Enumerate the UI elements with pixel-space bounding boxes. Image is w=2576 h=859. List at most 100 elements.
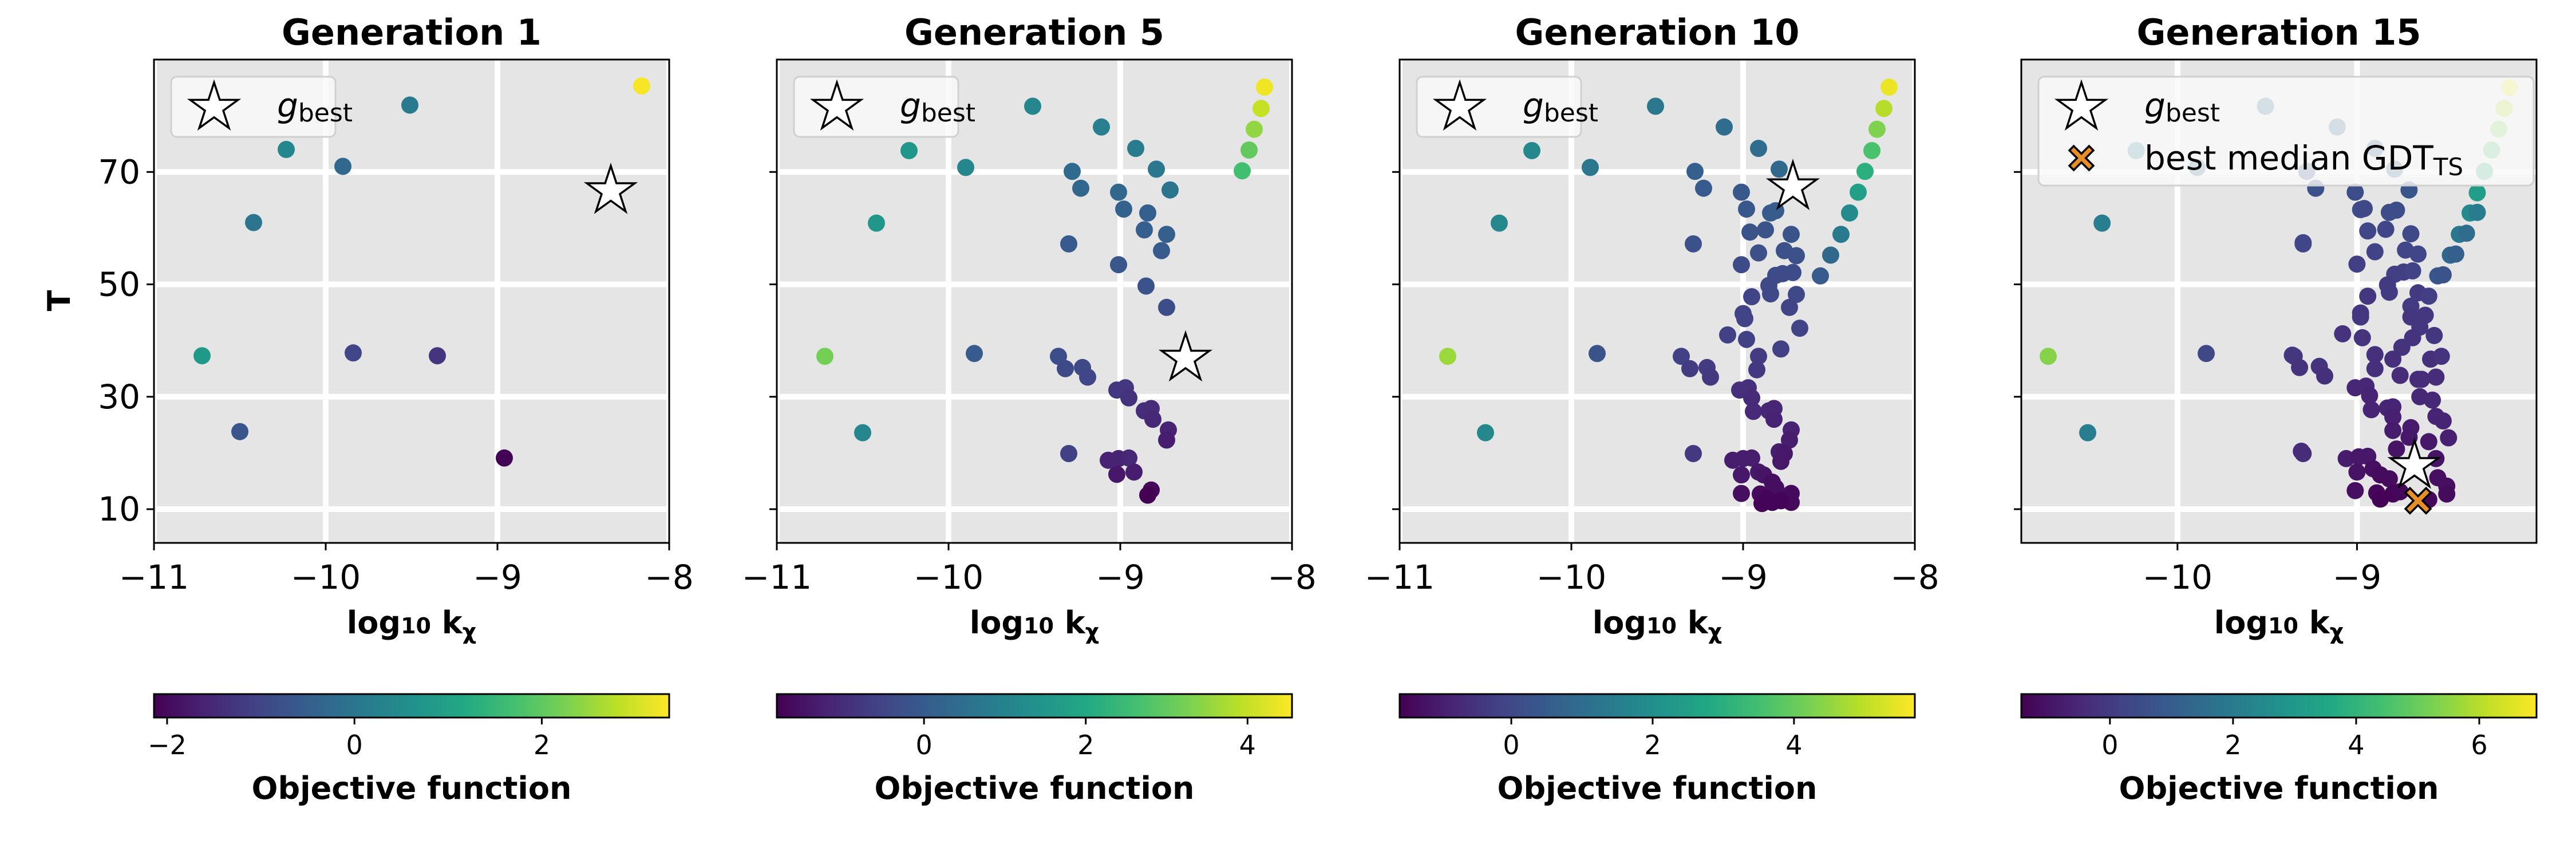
data-point bbox=[496, 449, 513, 467]
axes-frame bbox=[1398, 58, 1916, 544]
data-point bbox=[401, 96, 418, 114]
y-tick-label: 50 bbox=[98, 265, 140, 304]
colorbar-tick-label: 0 bbox=[1503, 730, 1519, 761]
data-point bbox=[2424, 391, 2441, 409]
data-point bbox=[1832, 226, 1850, 243]
data-point bbox=[1256, 78, 1273, 96]
data-point bbox=[2438, 485, 2456, 503]
axes-frame bbox=[776, 58, 1293, 544]
data-point bbox=[1771, 160, 1788, 178]
data-point bbox=[1738, 200, 1755, 218]
y-tick-label: 70 bbox=[98, 152, 140, 191]
data-point bbox=[1110, 256, 1127, 274]
panel-3: Generation 10 gbest −11 −10 −9 −8 log10 kχ 0 2 4 O… bbox=[1365, 11, 1939, 806]
data-point bbox=[1477, 424, 1494, 442]
data-point bbox=[1743, 288, 1760, 306]
colorbar: 0 2 4 Objective function bbox=[1398, 693, 1916, 806]
x-axis-label: log10 kχ bbox=[970, 605, 1099, 644]
data-point bbox=[1681, 360, 1698, 377]
x-tick-label: −10 bbox=[1536, 558, 1606, 597]
data-point bbox=[1136, 221, 1153, 239]
colorbar-tick-label: 6 bbox=[2471, 730, 2487, 761]
data-point bbox=[193, 347, 211, 365]
data-point bbox=[1108, 466, 1125, 483]
colorbar-tick-label: 2 bbox=[534, 730, 550, 761]
gbest-star-marker bbox=[1765, 159, 1820, 210]
data-point bbox=[1753, 495, 1771, 513]
data-point bbox=[2361, 387, 2379, 404]
data-point bbox=[1158, 226, 1175, 243]
data-point bbox=[1647, 97, 1664, 115]
x-tick-label: −10 bbox=[914, 558, 983, 597]
data-point bbox=[1772, 492, 1789, 510]
data-point bbox=[1772, 340, 1789, 358]
data-point bbox=[1110, 183, 1127, 201]
data-point bbox=[2393, 338, 2411, 356]
panel-1: Generation 1 gbest −11 −10 −9 −8 10 30 50 70 log10… bbox=[98, 11, 694, 806]
data-point bbox=[2384, 408, 2402, 426]
axes-frame bbox=[153, 58, 670, 544]
data-point bbox=[1812, 267, 1829, 285]
data-point bbox=[2391, 367, 2409, 384]
data-point bbox=[2402, 225, 2420, 243]
data-point bbox=[2366, 243, 2384, 261]
data-point bbox=[1736, 310, 1753, 328]
x-tick-label: −8 bbox=[645, 558, 694, 597]
colorbar-tick-label: −2 bbox=[148, 730, 187, 761]
data-point bbox=[1060, 235, 1077, 253]
colorbar: 0 2 4 Objective function bbox=[776, 693, 1293, 806]
gbest-star-marker bbox=[1158, 330, 1213, 382]
data-point bbox=[2409, 245, 2427, 263]
panel-title: Generation 5 bbox=[904, 11, 1164, 53]
data-point bbox=[1702, 368, 1719, 386]
data-point bbox=[2337, 450, 2355, 467]
legend-star-icon bbox=[2054, 79, 2109, 131]
data-point bbox=[1158, 431, 1175, 449]
data-point bbox=[2356, 200, 2373, 218]
data-point bbox=[2434, 266, 2452, 283]
data-point bbox=[1137, 277, 1155, 295]
legend-star-icon bbox=[809, 79, 864, 131]
data-point bbox=[1153, 242, 1170, 259]
x-tick-label: −11 bbox=[1365, 558, 1435, 597]
data-point bbox=[2198, 345, 2215, 362]
data-point bbox=[2388, 202, 2405, 219]
data-point bbox=[2359, 287, 2377, 305]
data-point bbox=[1783, 226, 1800, 243]
data-point bbox=[1161, 181, 1179, 199]
data-point bbox=[900, 142, 918, 159]
colorbar: −2 0 2 Objective function bbox=[148, 693, 670, 806]
legend-label-gdt: best median GDTTS bbox=[2144, 139, 2463, 181]
data-point bbox=[1781, 298, 1798, 316]
data-point bbox=[1439, 348, 1456, 365]
data-point bbox=[1716, 118, 1733, 136]
colorbar: 0 2 4 6 Objective function bbox=[2020, 693, 2538, 806]
data-point bbox=[1791, 320, 1808, 337]
data-point bbox=[1673, 348, 1690, 365]
data-point bbox=[1057, 360, 1074, 377]
colorbar-tick-label: 2 bbox=[1644, 730, 1661, 761]
data-point bbox=[1822, 246, 1839, 264]
data-point bbox=[1139, 204, 1156, 222]
x-tick-label: −9 bbox=[1718, 558, 1768, 597]
data-point bbox=[2362, 401, 2380, 419]
data-point bbox=[2388, 440, 2405, 458]
data-point bbox=[1868, 120, 1886, 138]
legend: gbest best median GDTTS bbox=[2037, 76, 2535, 187]
plot-area bbox=[1400, 60, 1915, 543]
data-point bbox=[1491, 214, 1508, 232]
gbest-star-marker bbox=[2387, 437, 2442, 489]
data-point bbox=[1246, 120, 1263, 138]
legend-label-gbest: gbest bbox=[2144, 86, 2220, 128]
colorbar-label: Objective function bbox=[1498, 770, 1818, 806]
data-point bbox=[1120, 389, 1137, 407]
legend-label-gbest: gbest bbox=[277, 86, 353, 128]
data-point bbox=[231, 423, 248, 440]
data-point bbox=[1750, 348, 1767, 365]
colorbar-tick-label: 0 bbox=[2101, 730, 2118, 761]
data-point bbox=[2391, 483, 2409, 501]
data-point bbox=[1064, 163, 1081, 180]
data-point bbox=[1079, 368, 1096, 386]
data-point bbox=[2353, 329, 2371, 346]
x-axis-label: log10 kχ bbox=[2214, 605, 2344, 644]
